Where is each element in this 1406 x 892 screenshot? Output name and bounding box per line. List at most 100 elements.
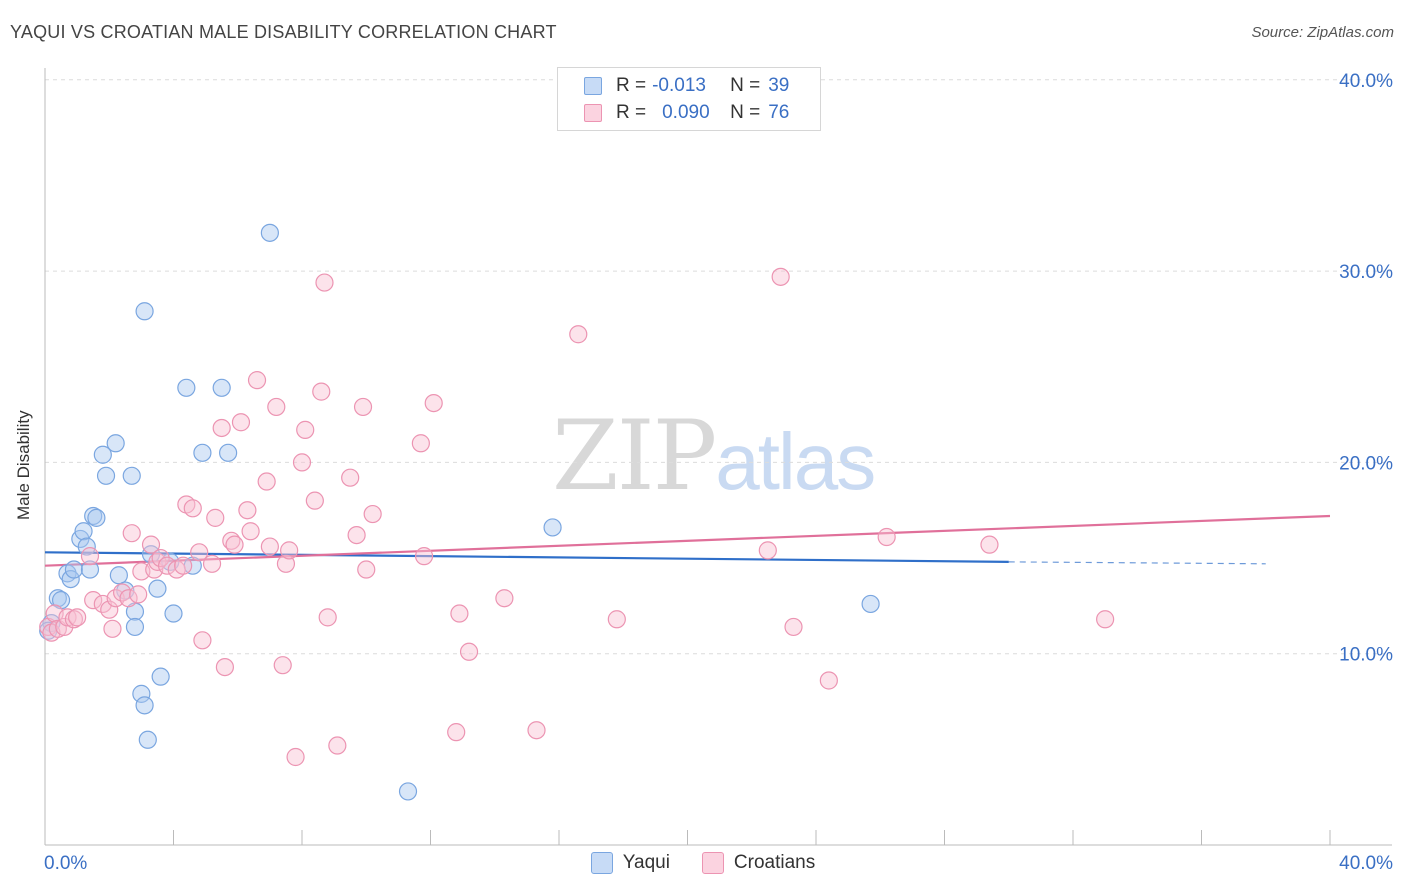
yaqui-point [61, 569, 80, 589]
croatians-point [241, 522, 260, 541]
croatians-point [569, 325, 588, 344]
croatians-point [119, 589, 138, 608]
croatians-point [607, 610, 626, 629]
croatians-point [122, 524, 141, 543]
yaqui-point [48, 589, 67, 608]
croatians-point [341, 468, 360, 487]
croatians-point [357, 560, 376, 579]
yaqui-point [80, 560, 100, 579]
croatians-point [68, 608, 87, 627]
croatians-point [276, 554, 296, 573]
legend-r-value: 0.090 [662, 102, 710, 123]
yaqui-point [193, 443, 212, 462]
y-tick-label: 30.0% [1339, 262, 1393, 283]
yaqui-point [132, 684, 151, 703]
yaqui-point [138, 730, 157, 749]
croatians-point [347, 525, 366, 545]
legend-swatch-yaqui [590, 852, 613, 874]
yaqui-point [135, 302, 154, 321]
y-axis-label: Male Disability [14, 410, 33, 520]
croatians-point [292, 453, 312, 472]
yaqui-point [84, 506, 103, 526]
croatians-point [183, 499, 202, 518]
correlation-legend: R = -0.013 N = 39 R = 0.090 N = 76 [557, 67, 821, 131]
croatians-point [260, 537, 279, 556]
croatians-point [202, 554, 222, 573]
croatians-point [267, 397, 286, 417]
croatians-point [238, 501, 257, 520]
croatians-point [296, 420, 315, 439]
croatians-point [877, 527, 896, 547]
croatians-point [247, 371, 267, 390]
legend-label-croatians: Croatians [733, 852, 816, 873]
yaqui-point [96, 466, 116, 485]
legend-item-croatians[interactable]: Croatians [701, 852, 816, 874]
croatians-point [64, 610, 84, 629]
croatians-point [353, 397, 373, 417]
croatians-point [190, 543, 209, 562]
legend-n-label: N = [730, 102, 761, 123]
croatians-point [55, 617, 74, 637]
yaqui-point [135, 696, 154, 715]
yaqui-point [151, 667, 170, 686]
yaqui-trend-line-extension [1008, 561, 1266, 565]
legend-swatch-yaqui [584, 77, 602, 95]
legend-r-value: -0.013 [652, 75, 706, 96]
x-tick-label: 40.0% [1339, 853, 1393, 874]
croatians-point [129, 585, 148, 604]
yaqui-point [398, 782, 418, 801]
croatians-point [318, 608, 337, 627]
legend-item-yaqui[interactable]: Yaqui [590, 852, 670, 874]
croatians-point [225, 535, 244, 554]
croatians-point [157, 556, 177, 575]
chart-title: YAQUI VS CROATIAN MALE DISABILITY CORREL… [10, 22, 557, 42]
yaqui-point [77, 537, 96, 556]
croatians-point [819, 671, 838, 690]
yaqui-point [109, 566, 128, 585]
croatians-point [193, 631, 212, 650]
croatians-point [424, 393, 443, 413]
croatians-point [58, 608, 77, 627]
croatians-point [273, 656, 292, 675]
croatians-point [447, 723, 466, 742]
croatians-point [328, 736, 347, 755]
data-points [39, 223, 1115, 801]
yaqui-point [122, 466, 141, 485]
yaqui-point [64, 560, 84, 579]
croatians-point [527, 721, 546, 740]
legend-swatch-croatians [584, 104, 602, 122]
y-tick-label: 10.0% [1339, 645, 1393, 666]
legend-label-yaqui: Yaqui [622, 852, 670, 873]
croatians-point [215, 657, 234, 677]
yaqui-point [164, 604, 183, 623]
yaqui-point [543, 518, 562, 537]
legend-n-value: 39 [768, 75, 790, 96]
croatians-point [312, 382, 331, 401]
croatians-point [100, 600, 119, 619]
croatians-point [257, 472, 276, 491]
croatians-point [80, 547, 100, 566]
source-label: Source: ZipAtlas.com [1251, 24, 1394, 41]
x-tick-label: 0.0% [44, 853, 87, 874]
axes [44, 68, 1392, 846]
croatians-point [315, 273, 334, 292]
croatians-point [286, 747, 305, 767]
legend-row-croatians: R = 0.090 N = 76 [584, 101, 789, 125]
croatians-point [495, 589, 514, 608]
yaqui-point [260, 223, 279, 242]
croatians-point [1096, 610, 1115, 629]
croatians-point [103, 619, 122, 638]
legend-row-yaqui: R = -0.013 N = 39 [584, 74, 789, 98]
croatians-point [212, 418, 231, 438]
yaqui-point [212, 378, 231, 397]
y-tick-label: 20.0% [1339, 453, 1393, 474]
legend-swatch-croatians [701, 852, 724, 874]
croatians-point [363, 504, 382, 524]
trend-lines [44, 514, 1331, 567]
yaqui-trend-line [44, 551, 1009, 563]
croatians-point [231, 413, 251, 432]
legend-r-label: R = [616, 75, 647, 96]
yaqui-point [219, 443, 238, 462]
tick-labels: 10.0% 20.0% 30.0% 40.0% 0.0% 40.0% [44, 71, 1393, 874]
yaqui-point [125, 617, 145, 637]
